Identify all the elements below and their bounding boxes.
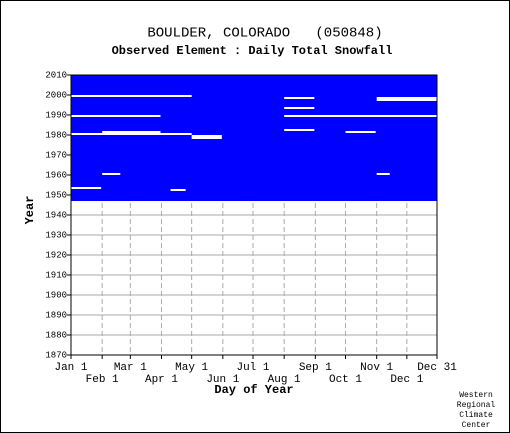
y-tick-label: 1910 — [45, 270, 67, 280]
data-gap — [71, 133, 192, 135]
x-tick-label: Mar 1 — [114, 362, 147, 374]
credit: Regional — [457, 401, 496, 410]
x-axis-label: Day of Year — [214, 383, 293, 397]
y-tick-label: 1900 — [45, 290, 67, 300]
x-tick-label: May 1 — [175, 362, 208, 374]
y-tick-label: 2010 — [45, 70, 67, 80]
y-tick-label: 2000 — [45, 90, 67, 100]
y-tick-label: 1970 — [45, 150, 67, 160]
coverage-block — [71, 75, 437, 201]
x-tick-label: Aug 1 — [268, 374, 301, 386]
data-gap — [102, 131, 161, 133]
y-tick-label: 1880 — [45, 330, 67, 340]
chart-title: BOULDER, COLORADO (050848) — [147, 26, 382, 42]
plot-border — [70, 74, 438, 356]
data-gap — [376, 97, 437, 99]
x-tick-label: Dec 31 — [417, 362, 457, 374]
x-tick-label: Jul 1 — [236, 362, 269, 374]
data-gap — [191, 135, 222, 137]
credit: Center — [462, 421, 491, 430]
y-tick-label: 1950 — [45, 190, 67, 200]
x-tick-label: Jan 1 — [54, 362, 87, 374]
y-tick-label: 1990 — [45, 110, 67, 120]
data-gap — [71, 95, 192, 97]
y-axis-label: Year — [23, 196, 37, 225]
credit: Western — [459, 391, 493, 400]
y-tick-label: 1930 — [45, 230, 67, 240]
data-gap — [170, 189, 186, 191]
y-tick-label: 1960 — [45, 170, 67, 180]
data-gap — [376, 99, 437, 101]
data-gap — [376, 173, 390, 175]
y-tick-label: 1980 — [45, 130, 67, 140]
y-tick-label: 1870 — [45, 350, 67, 360]
data-gap — [345, 131, 376, 133]
x-tick-label: Apr 1 — [145, 374, 178, 386]
data-gap — [71, 115, 161, 117]
x-tick-label: Sep 1 — [299, 362, 332, 374]
y-tick-label: 1940 — [45, 210, 67, 220]
x-tick-label: Jun 1 — [206, 374, 239, 386]
credit: Climate — [459, 411, 493, 420]
data-gap — [71, 187, 102, 189]
data-gap — [284, 97, 315, 99]
chart-subtitle: Observed Element : Daily Total Snowfall — [112, 44, 393, 58]
y-tick-label: 1920 — [45, 250, 67, 260]
y-tick-label: 1890 — [45, 310, 67, 320]
data-gap — [284, 115, 437, 117]
x-tick-label: Oct 1 — [329, 374, 362, 386]
x-tick-label: Dec 1 — [390, 374, 423, 386]
data-gap — [191, 137, 222, 139]
data-gap — [284, 107, 315, 109]
data-gap — [102, 173, 121, 175]
data-gap — [284, 129, 315, 131]
x-tick-label: Feb 1 — [86, 374, 119, 386]
x-tick-label: Nov 1 — [360, 362, 393, 374]
